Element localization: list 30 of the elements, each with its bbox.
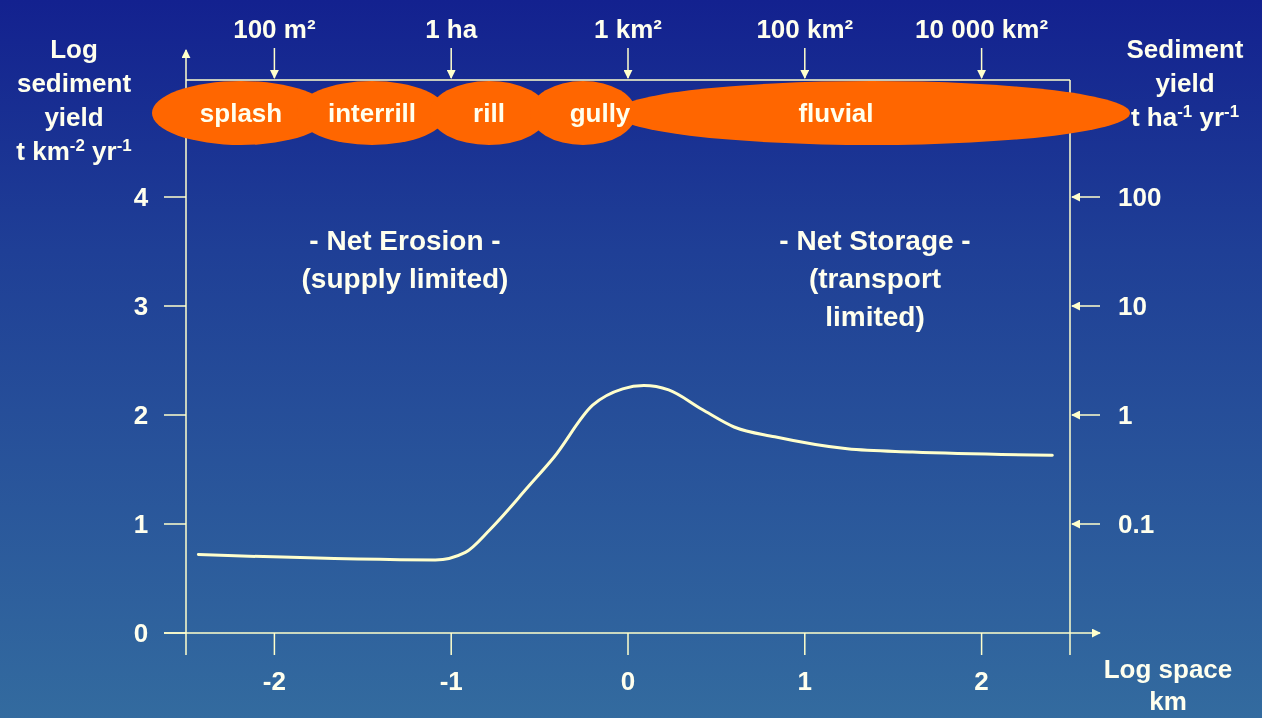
x-tick-label: 1 xyxy=(797,666,813,696)
x-tick-label: 0 xyxy=(620,666,636,696)
y2-tick-label: 100 xyxy=(1118,182,1162,212)
text: 1 km² xyxy=(594,14,663,44)
text: 10 000 km² xyxy=(915,14,1049,44)
y2-tick-label: 10 xyxy=(1118,291,1147,321)
annotation: - Net Storage - (transport limited) xyxy=(779,225,971,332)
y-tick-label: 3 xyxy=(133,291,149,321)
text: 1 ha xyxy=(425,14,478,44)
y-tick-label: 1 xyxy=(133,509,149,539)
y-tick-label: 4 xyxy=(133,182,149,212)
y-tick-label: 0 xyxy=(133,618,149,648)
x-axis-title: Log space km xyxy=(1103,654,1233,716)
y2-tick-label: 1 xyxy=(1118,400,1133,430)
y-tick-label: 2 xyxy=(133,400,149,430)
text: 100 m² xyxy=(233,14,316,44)
y-axis-title: Log sediment yield t km$^{-2}$ yr$^{-1}$ xyxy=(16,34,132,166)
x-tick-label: -1 xyxy=(439,666,463,696)
annotation: rill xyxy=(473,98,505,128)
annotation: interrill xyxy=(327,98,417,128)
annotation: gully xyxy=(569,98,631,128)
annotation: fluvial xyxy=(798,98,874,128)
x-tick-label: 2 xyxy=(974,666,989,696)
line-series xyxy=(196,384,1054,562)
x-tick-label: -2 xyxy=(262,666,286,696)
y2-axis-title: Sediment yield t ha$^{-1}$ yr$^{-1}$ xyxy=(1126,34,1244,132)
annotation: - Net Erosion - (supply limited) xyxy=(301,225,509,294)
y2-tick-label: 0.1 xyxy=(1118,509,1155,539)
text: 100 km² xyxy=(756,14,854,44)
annotation: splash xyxy=(199,98,283,128)
